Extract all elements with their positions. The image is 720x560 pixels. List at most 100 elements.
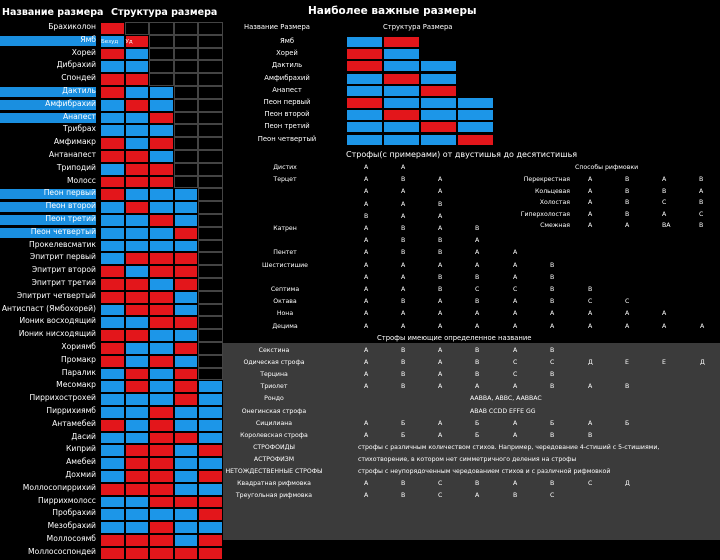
meter-name[interactable]: Дибрахий	[56, 60, 96, 70]
meter-name[interactable]: Эпитрит четвертый	[16, 290, 96, 300]
stanza-letter: B	[475, 273, 480, 281]
meter-cell: Уд	[124, 34, 149, 48]
meter-name[interactable]: Эпитрит третий	[31, 278, 96, 287]
meter-cell	[149, 98, 174, 112]
meter-cell	[124, 342, 149, 355]
meter-name[interactable]: Трибрах	[62, 124, 96, 134]
meter-name[interactable]: Месомакр	[56, 380, 96, 390]
meter-cell	[173, 406, 198, 419]
meter-name[interactable]: Киприй	[66, 444, 96, 454]
meter-name[interactable]: Промакр	[61, 354, 96, 364]
meter-name[interactable]: Хорей	[71, 47, 96, 57]
meter-cell	[124, 86, 149, 99]
meter-name[interactable]: Амебей	[66, 457, 96, 467]
meter-name[interactable]: Пеон первый	[0, 189, 96, 200]
meter-name[interactable]: Амфимакр	[53, 137, 96, 147]
stanza-letter: A	[364, 249, 369, 257]
special-stanza-letter: C	[588, 480, 593, 488]
meter-cell	[100, 47, 125, 61]
meter-name[interactable]: Пеон третий	[0, 215, 96, 225]
meter-cell	[198, 47, 223, 61]
meter-name[interactable]: Ионик восходящий	[19, 316, 96, 326]
special-stanza-letter: A	[513, 383, 518, 391]
meter-name[interactable]: Дактиль	[0, 87, 96, 97]
meter-name[interactable]: Молосс	[66, 175, 96, 185]
special-stanza-letter: C	[550, 359, 555, 367]
meter-cell	[173, 60, 198, 74]
stanza-name: Септима	[270, 286, 300, 293]
meter-name[interactable]: Дохмий	[65, 470, 96, 479]
meter-name[interactable]: Брахиколон	[48, 22, 96, 31]
meter-name[interactable]: Эпитрит первый	[29, 252, 96, 262]
meter-name[interactable]: Моллосоямб	[46, 534, 96, 543]
rhyme-letter: B	[625, 176, 630, 183]
meter-cell	[149, 111, 174, 125]
meter-name[interactable]: Дасий	[71, 431, 96, 441]
meter-name[interactable]: Ямб	[0, 35, 96, 46]
meter-cell	[100, 252, 125, 266]
special-stanza-name: Рондо	[264, 395, 284, 403]
meter-name[interactable]: Антамебей	[52, 418, 96, 428]
special-stanza-letter: A	[438, 359, 443, 367]
special-stanza-letter: E	[625, 359, 629, 367]
meter-name[interactable]: Пиррихиямб	[46, 406, 96, 415]
meter-name[interactable]: Моллососпондей	[28, 546, 96, 556]
stanza-letter: A	[364, 200, 369, 208]
important-meter-name: Анапест	[272, 85, 302, 94]
meter-cell	[173, 329, 198, 342]
meter-name[interactable]: Триподий	[56, 162, 96, 172]
important-meter-name: Пеон второй	[264, 110, 310, 119]
meter-cell	[124, 278, 149, 291]
meter-cell	[198, 175, 223, 189]
special-stanza-letter: A	[588, 419, 593, 427]
meter-cell	[198, 482, 223, 496]
important-meter-cell	[420, 72, 457, 85]
stanza-name: Терцет	[273, 176, 297, 184]
important-meter-name: Ямб	[279, 37, 295, 45]
meter-cell	[198, 137, 223, 150]
meter-name[interactable]: Мезобрахий	[47, 521, 96, 531]
special-stanzas-background	[222, 343, 720, 540]
meter-cell	[149, 316, 174, 330]
meter-name[interactable]: Паралик	[61, 367, 96, 377]
meter-name[interactable]: Пробрахий	[52, 508, 96, 518]
meter-name[interactable]: Пиррихострохей	[29, 393, 96, 403]
rhyme-letter: B	[625, 199, 630, 206]
meter-name[interactable]: Амфибрахий	[0, 99, 96, 110]
meter-cell	[124, 380, 149, 394]
important-meter-cell	[457, 133, 494, 146]
special-stanza-letter: Б	[401, 431, 406, 439]
right-structure-header: Структура Размера	[383, 23, 453, 31]
meter-name[interactable]: Моллосопиррихий	[22, 482, 96, 492]
meter-name[interactable]: Пеон второй	[0, 202, 96, 213]
special-stanza-pattern: AABBA, ABBC, AABBAC	[470, 395, 542, 403]
meter-name[interactable]: Прокелевсматик	[29, 239, 96, 249]
meter-name[interactable]: Антанапест	[48, 150, 96, 159]
important-meter-cell	[383, 60, 420, 73]
meter-name[interactable]: Анапест	[0, 112, 96, 123]
important-meter-cell	[383, 121, 420, 134]
stanza-letter: A	[438, 298, 443, 306]
meter-name[interactable]: Ионик нисходящий	[18, 329, 96, 339]
special-stanza-name: Терцина	[260, 371, 288, 379]
rhyme-letter: B	[699, 199, 704, 206]
important-meter-cell	[420, 121, 457, 134]
rhyme-letter: A	[588, 187, 593, 195]
special-stanza-name: Триолет	[260, 383, 288, 391]
meter-cell	[198, 431, 223, 445]
meter-name[interactable]: Пеон четвертый	[0, 227, 96, 238]
meter-cell	[149, 239, 174, 253]
rhyme-name: Кольцевая	[535, 187, 570, 195]
meter-name[interactable]: Хориямб	[61, 342, 96, 351]
meter-name[interactable]: Антиспаст (Ямбохорей)	[1, 303, 96, 313]
important-meter-cell	[346, 48, 383, 61]
special-stanza-letter: Д	[700, 359, 705, 367]
meter-cell	[173, 265, 198, 278]
meter-name[interactable]: Эпитрит второй	[31, 265, 96, 275]
special-stanza-letter: A	[438, 347, 443, 354]
meter-name[interactable]: Пиррихмолосс	[38, 495, 96, 505]
special-stanza-letter: B	[550, 347, 555, 354]
special-stanza-letter: B	[513, 492, 518, 500]
meter-name[interactable]: Спондей	[61, 73, 96, 83]
meter-cell	[173, 418, 198, 432]
